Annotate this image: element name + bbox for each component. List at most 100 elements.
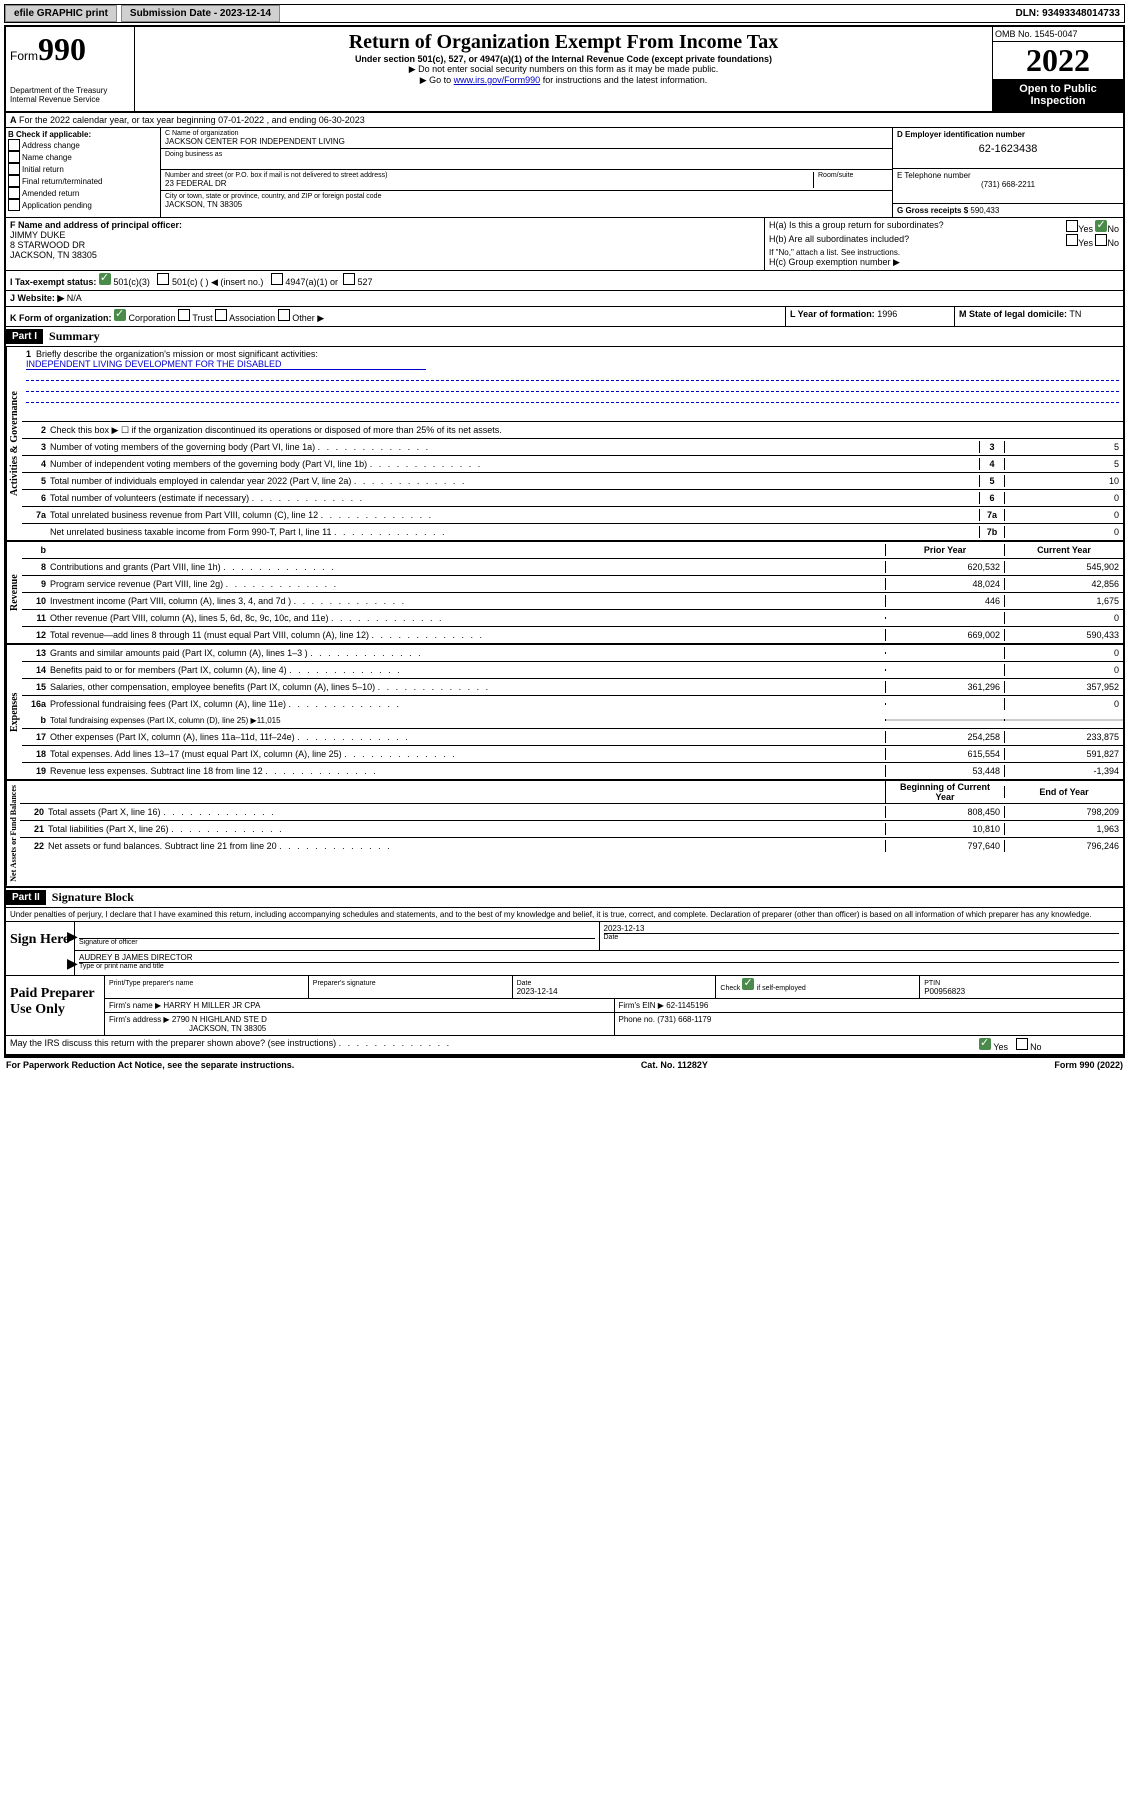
row-klm: K Form of organization: Corporation Trus… (6, 307, 1123, 327)
exp-current-17: 233,875 (1004, 731, 1123, 743)
row-j: J Website: ▶ N/A (6, 291, 1123, 307)
501c3-checked[interactable] (99, 273, 111, 285)
discuss-yes-checked[interactable] (979, 1038, 991, 1050)
dept-label: Department of the Treasury (10, 86, 130, 95)
officer-addr2: JACKSON, TN 38305 (10, 250, 760, 260)
efile-print-btn[interactable]: efile GRAPHIC print (5, 5, 117, 22)
rev-prior-10: 446 (885, 595, 1004, 607)
form-subtitle: Under section 501(c), 527, or 4947(a)(1)… (139, 54, 988, 64)
rev-line-9: 9 Program service revenue (Part VIII, li… (22, 576, 1123, 593)
preparer-date: 2023-12-14 (517, 987, 558, 996)
gov-line-5: 5 Total number of individuals employed i… (22, 473, 1123, 490)
tax-year: 2022 (993, 42, 1123, 79)
k-trust[interactable] (178, 309, 190, 321)
dln-label: DLN: 93493348014733 (1015, 8, 1124, 19)
exp-prior-15: 361,296 (885, 681, 1004, 693)
4947-check[interactable] (271, 273, 283, 285)
netassets-section: Net Assets or Fund Balances Beginning of… (6, 781, 1123, 888)
officer-name: JIMMY DUKE (10, 230, 760, 240)
firm-addr2: JACKSON, TN 38305 (189, 1024, 266, 1033)
discuss-no[interactable] (1016, 1038, 1028, 1050)
501c-check[interactable] (157, 273, 169, 285)
row-f-h: F Name and address of principal officer:… (6, 218, 1123, 271)
check-address-change[interactable] (8, 139, 20, 151)
sign-here-label: Sign Here (6, 922, 74, 975)
na-current-22: 796,246 (1004, 840, 1123, 852)
rev-prior-9: 48,024 (885, 578, 1004, 590)
page-footer: For Paperwork Reduction Act Notice, see … (4, 1058, 1125, 1072)
exp-current-13: 0 (1004, 647, 1123, 659)
sign-date: 2023-12-13 (604, 924, 1120, 933)
year-formation: 1996 (877, 309, 897, 319)
ein: 62-1623438 (897, 143, 1119, 155)
k-other[interactable] (278, 309, 290, 321)
exp-current-16a: 0 (1004, 698, 1123, 710)
check-initial-return[interactable] (8, 163, 20, 175)
exp-current-18: 591,827 (1004, 748, 1123, 760)
ha-no-checked[interactable] (1095, 220, 1107, 232)
gov-line-4: 4 Number of independent voting members o… (22, 456, 1123, 473)
part1-badge: Part I (6, 329, 43, 344)
check-final-return[interactable] (8, 175, 20, 187)
irs-link[interactable]: www.irs.gov/Form990 (454, 75, 541, 85)
k-assoc[interactable] (215, 309, 227, 321)
preparer-section: Paid Preparer Use Only Print/Type prepar… (6, 976, 1123, 1036)
rev-line-10: 10 Investment income (Part VIII, column … (22, 593, 1123, 610)
governance-section: Activities & Governance 1 Briefly descri… (6, 347, 1123, 542)
form-number: 990 (38, 31, 86, 67)
exp-line-14: 14 Benefits paid to or for members (Part… (22, 662, 1123, 679)
open-public-label: Open to Public Inspection (993, 79, 1123, 111)
na-prior-22: 797,640 (885, 840, 1004, 852)
gov-line-7b: Net unrelated business taxable income fr… (22, 524, 1123, 540)
preparer-label: Paid Preparer Use Only (6, 976, 104, 1035)
firm-addr1: 2790 N HIGHLAND STE D (172, 1015, 267, 1024)
gov-val-6: 0 (1004, 492, 1123, 504)
rev-prior-8: 620,532 (885, 561, 1004, 573)
exp-line-18: 18 Total expenses. Add lines 13–17 (must… (22, 746, 1123, 763)
discuss-row: May the IRS discuss this return with the… (6, 1036, 1123, 1056)
self-employed-check[interactable] (742, 978, 754, 990)
row-i: I Tax-exempt status: 501(c)(3) 501(c) ( … (6, 271, 1123, 291)
section-d-e-g: D Employer identification number 62-1623… (893, 128, 1123, 217)
k-corp-checked[interactable] (114, 309, 126, 321)
governance-label: Activities & Governance (6, 347, 22, 540)
exp-prior-13 (885, 652, 1004, 654)
exp-current-14: 0 (1004, 664, 1123, 676)
website: N/A (67, 293, 82, 303)
check-application-pending[interactable] (8, 199, 20, 211)
submission-date-btn[interactable]: Submission Date - 2023-12-14 (121, 5, 280, 22)
part1-header-row: Part I Summary (6, 327, 1123, 347)
527-check[interactable] (343, 273, 355, 285)
irs-label: Internal Revenue Service (10, 95, 130, 104)
exp-line-15: 15 Salaries, other compensation, employe… (22, 679, 1123, 696)
form-header: Form990 Department of the Treasury Inter… (6, 27, 1123, 113)
mission-text: INDEPENDENT LIVING DEVELOPMENT FOR THE D… (26, 359, 426, 370)
rev-current-10: 1,675 (1004, 595, 1123, 607)
org-street: 23 FEDERAL DR (165, 179, 813, 188)
rev-current-8: 545,902 (1004, 561, 1123, 573)
rev-line-11: 11 Other revenue (Part VIII, column (A),… (22, 610, 1123, 627)
exp-prior-17: 254,258 (885, 731, 1004, 743)
exp-line-13: 13 Grants and similar amounts paid (Part… (22, 645, 1123, 662)
hb-no[interactable] (1095, 234, 1107, 246)
exp-current-15: 357,952 (1004, 681, 1123, 693)
domicile-state: TN (1069, 309, 1081, 319)
expenses-section: Expenses 13 Grants and similar amounts p… (6, 645, 1123, 781)
section-c: C Name of organization JACKSON CENTER FO… (161, 128, 893, 217)
phone: (731) 668-2211 (897, 180, 1119, 189)
check-amended[interactable] (8, 187, 20, 199)
rev-prior-12: 669,002 (885, 629, 1004, 641)
footer-left: For Paperwork Reduction Act Notice, see … (6, 1060, 294, 1070)
netassets-label: Net Assets or Fund Balances (6, 781, 20, 886)
exp-prior-19: 53,448 (885, 765, 1004, 777)
ha-yes[interactable] (1066, 220, 1078, 232)
firm-ein: 62-1145196 (666, 1001, 708, 1010)
na-prior-20: 808,450 (885, 806, 1004, 818)
hb-yes[interactable] (1066, 234, 1078, 246)
gov-val-3: 5 (1004, 441, 1123, 453)
gov-line-7a: 7a Total unrelated business revenue from… (22, 507, 1123, 524)
prior-year-header: Prior Year (885, 544, 1004, 556)
exp-prior-14 (885, 669, 1004, 671)
check-name-change[interactable] (8, 151, 20, 163)
gov-val-7b: 0 (1004, 526, 1123, 538)
